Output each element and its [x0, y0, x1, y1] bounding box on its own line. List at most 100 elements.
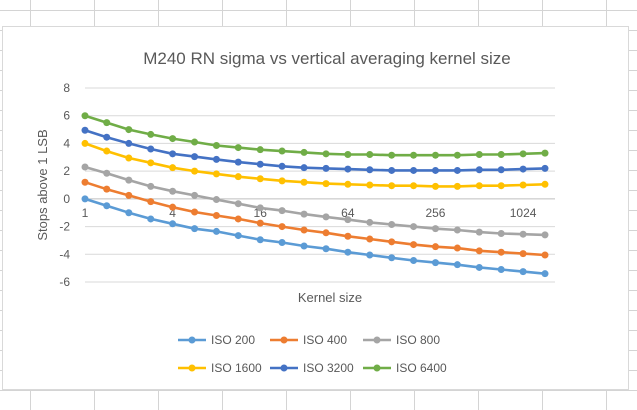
data-point [212, 155, 220, 163]
data-point [278, 207, 286, 215]
data-point [344, 216, 352, 224]
legend-swatch-marker [373, 364, 381, 372]
legend-swatch-marker [373, 336, 381, 344]
series-line [84, 165, 546, 237]
data-point [234, 158, 242, 166]
data-point [475, 263, 483, 271]
data-point [453, 261, 461, 269]
legend-label: ISO 1600 [211, 361, 262, 375]
data-point [300, 164, 308, 172]
data-point [541, 180, 549, 188]
series-iso-6400 [81, 112, 549, 159]
y-gridlines [85, 87, 555, 283]
data-point [191, 153, 199, 161]
data-point [541, 251, 549, 259]
data-point [300, 148, 308, 156]
data-point [103, 202, 111, 210]
data-point [366, 251, 374, 259]
data-point [256, 175, 264, 183]
data-point [322, 180, 330, 188]
data-point [300, 178, 308, 186]
data-point [344, 180, 352, 188]
data-point [81, 112, 89, 120]
legend-item: ISO 3200 [270, 361, 354, 375]
data-point [125, 139, 133, 147]
data-point [300, 210, 308, 218]
data-point [344, 165, 352, 173]
data-point [169, 203, 177, 211]
data-point [169, 135, 177, 143]
legend-label: ISO 800 [396, 333, 440, 347]
data-point [169, 220, 177, 228]
data-point [366, 235, 374, 243]
data-point [212, 142, 220, 150]
series-iso-1600 [81, 139, 549, 190]
legend-swatch-marker [280, 364, 288, 372]
data-point [410, 182, 418, 190]
y-tick-label: 0 [63, 192, 70, 206]
legend-swatch-marker [188, 364, 196, 372]
data-point [191, 138, 199, 146]
data-point [453, 226, 461, 234]
data-point [147, 159, 155, 167]
series-line [84, 129, 546, 172]
x-tick-label: 1 [82, 206, 89, 220]
data-point [431, 243, 439, 251]
data-point [81, 195, 89, 203]
data-point [497, 230, 505, 237]
data-point [344, 248, 352, 256]
data-point [453, 244, 461, 252]
legend-label: ISO 6400 [396, 361, 447, 375]
data-point [103, 133, 111, 141]
data-point [453, 182, 461, 190]
data-point [497, 266, 505, 274]
data-point [125, 191, 133, 199]
data-point [322, 164, 330, 172]
chart-title: M240 RN sigma vs vertical averaging kern… [143, 49, 511, 68]
data-point [322, 150, 330, 158]
data-point [410, 151, 418, 159]
data-point [212, 211, 220, 219]
legend-label: ISO 400 [303, 333, 347, 347]
data-point [81, 163, 89, 171]
data-point [147, 215, 155, 223]
data-point [453, 166, 461, 174]
data-point [212, 170, 220, 178]
data-point [541, 231, 549, 239]
series-lines [81, 112, 549, 278]
data-point [475, 228, 483, 236]
x-tick-label: 4 [169, 206, 176, 220]
data-point [519, 150, 527, 158]
y-tick-label: 2 [63, 164, 70, 178]
data-point [497, 151, 505, 159]
data-point [234, 200, 242, 208]
data-point [475, 182, 483, 190]
data-point [519, 250, 527, 258]
data-point [475, 151, 483, 159]
data-point [256, 219, 264, 227]
series-line [84, 197, 546, 275]
data-point [519, 181, 527, 189]
data-point [497, 182, 505, 190]
data-point [475, 166, 483, 174]
data-point [366, 181, 374, 189]
series-iso-800 [81, 163, 549, 239]
data-point [322, 213, 330, 221]
data-point [431, 151, 439, 159]
data-point [81, 178, 89, 186]
data-point [388, 254, 396, 262]
data-point [453, 151, 461, 159]
data-point [322, 245, 330, 253]
data-point [431, 182, 439, 190]
data-point [497, 166, 505, 174]
data-point [410, 223, 418, 231]
legend-swatch-marker [280, 336, 288, 344]
data-point [191, 208, 199, 216]
data-point [234, 232, 242, 240]
data-point [344, 232, 352, 240]
data-point [125, 176, 133, 184]
data-point [256, 146, 264, 154]
y-axis-title: Stops above 1 LSB [35, 129, 50, 240]
x-axis-title: Kernel size [298, 290, 362, 305]
